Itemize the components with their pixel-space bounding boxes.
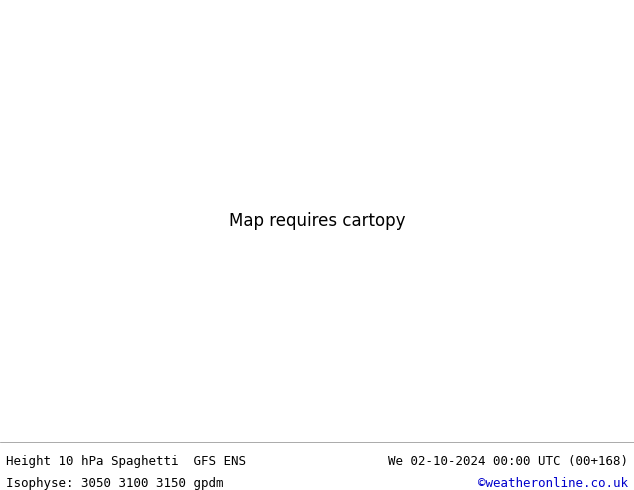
Text: Isophyse: 3050 3100 3150 gpdm: Isophyse: 3050 3100 3150 gpdm bbox=[6, 477, 224, 490]
Text: We 02-10-2024 00:00 UTC (00+168): We 02-10-2024 00:00 UTC (00+168) bbox=[387, 455, 628, 468]
Text: Height 10 hPa Spaghetti  GFS ENS: Height 10 hPa Spaghetti GFS ENS bbox=[6, 455, 247, 468]
Text: Map requires cartopy: Map requires cartopy bbox=[229, 212, 405, 230]
Text: ©weatheronline.co.uk: ©weatheronline.co.uk bbox=[477, 477, 628, 490]
